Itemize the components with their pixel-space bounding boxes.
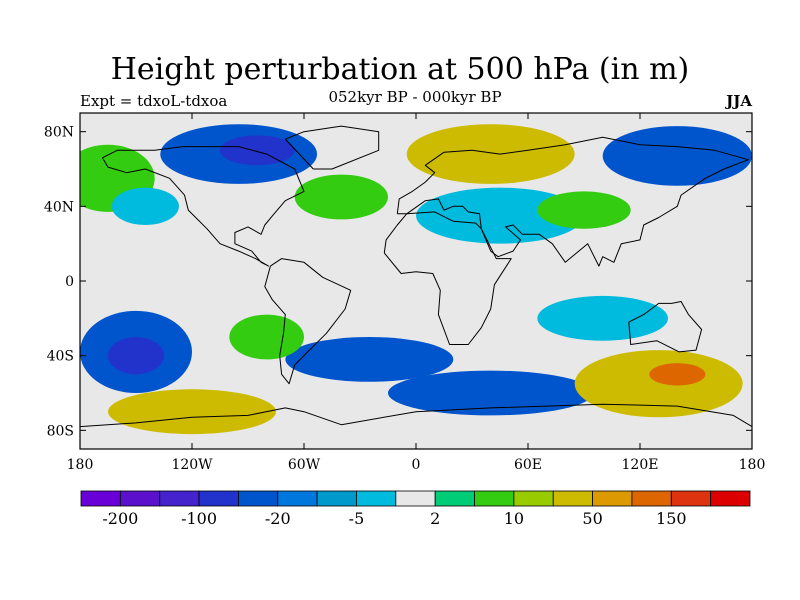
- colorbar-label-3: -5: [349, 509, 365, 528]
- lon-tick-label-3: 0: [412, 457, 421, 473]
- coastline-antarctica: [80, 403, 752, 428]
- lon-tick-label-4: 60E: [514, 457, 542, 473]
- lon-tick-label-1: 120W: [171, 457, 213, 473]
- colorbar-swatch-5: [277, 490, 318, 507]
- anomaly-region-17: [649, 363, 706, 386]
- colorbar-swatch-0: [80, 490, 121, 507]
- anomaly-region-8: [294, 174, 389, 220]
- colorbar-swatch-8: [395, 490, 436, 507]
- lat-tick-label-2: 0: [65, 274, 74, 290]
- anomaly-field: [80, 113, 752, 449]
- lat-tick-label-3: 40S: [47, 349, 74, 365]
- colorbar-swatch-4: [238, 490, 279, 507]
- colorbar-swatch-11: [513, 490, 554, 507]
- colorbar-label-4: 2: [430, 509, 440, 528]
- colorbar-swatch-3: [198, 490, 239, 507]
- page-title: Height perturbation at 500 hPa (in m): [110, 52, 690, 87]
- anomaly-region-15: [388, 370, 594, 416]
- colorbar-swatch-10: [474, 490, 515, 507]
- colorbar-label-0: -200: [102, 509, 138, 528]
- experiment-label: Expt = tdxoL-tdxoa: [80, 92, 228, 110]
- colorbar-swatch-13: [592, 490, 633, 507]
- anomaly-region-10: [537, 191, 631, 229]
- colorbar-swatch-7: [356, 490, 397, 507]
- coastline-eurasia: [396, 136, 749, 267]
- anomaly-region-3: [468, 146, 551, 173]
- lat-tick-label-0: 80N: [44, 125, 74, 141]
- coastline-north-america: [101, 146, 305, 267]
- anomaly-region-19: [229, 314, 304, 360]
- coastlines: [80, 125, 752, 428]
- colorbar-swatch-12: [552, 490, 593, 507]
- lat-tick-label-1: 40N: [44, 199, 74, 215]
- anomaly-region-9: [416, 187, 584, 244]
- anomaly-region-1: [220, 135, 295, 166]
- colorbar-label-7: 150: [656, 509, 687, 528]
- colorbar-swatch-6: [316, 490, 357, 507]
- lat-tick-label-4: 80S: [47, 423, 74, 439]
- lon-tick-label-6: 180: [739, 457, 766, 473]
- coastline-south-america: [264, 258, 352, 385]
- anomaly-region-14: [285, 337, 454, 382]
- colorbar-swatch-15: [670, 490, 712, 507]
- anomaly-region-16: [574, 350, 743, 418]
- anomaly-region-7: [111, 187, 179, 225]
- period-label: 052kyr BP - 000kyr BP: [328, 88, 502, 106]
- colorbar-swatch-14: [631, 490, 672, 507]
- lon-tick-label-0: 180: [67, 457, 94, 473]
- anomaly-region-5: [658, 144, 734, 175]
- colorbar-swatch-9: [434, 490, 475, 507]
- colorbar-label-5: 10: [504, 509, 524, 528]
- lon-tick-label-5: 120E: [622, 457, 659, 473]
- anomaly-region-13: [108, 389, 276, 435]
- colorbar-label-1: -100: [181, 509, 217, 528]
- colorbar-label-2: -20: [265, 509, 291, 528]
- lon-tick-label-2: 60W: [288, 457, 321, 473]
- coastline-greenland: [284, 125, 380, 170]
- anomaly-region-12: [108, 337, 164, 375]
- coastline-australia: [628, 301, 703, 353]
- axis-ticks: 180 120W 60W 0 60E 120E 180 80N 40N 0 40S 80S: [44, 113, 765, 473]
- season-label: JJA: [726, 92, 752, 110]
- colorbar-swatch-1: [119, 490, 161, 507]
- colorbar-label-6: 50: [582, 509, 602, 528]
- colorbar: -200 -100 -20 -5 2 10 50 150: [80, 490, 751, 528]
- coastline-africa: [383, 211, 512, 345]
- anomaly-region-18: [537, 295, 669, 341]
- colorbar-swatch-2: [159, 490, 200, 507]
- colorbar-swatch-16: [710, 490, 751, 507]
